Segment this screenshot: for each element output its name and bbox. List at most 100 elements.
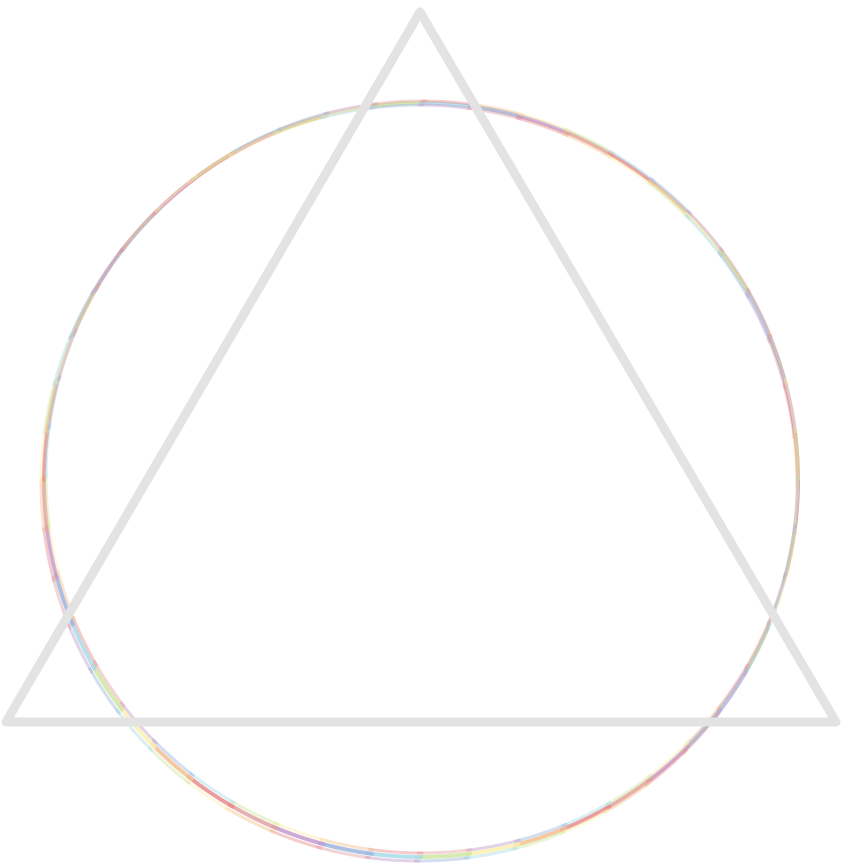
circle-arc-segment [648,178,693,219]
circle-arc-segment [117,704,157,749]
circle-arc-segment [149,741,194,782]
circle-arc-segment [514,822,568,843]
circle-arc-segment [319,106,375,120]
circle-arc-segment [744,292,772,344]
circle-arc-segment [269,829,323,850]
circle-arc-segment [273,821,327,842]
circle-arc-segment [765,579,786,633]
circle-arc-segment [793,426,800,483]
circle-arc-segment [150,179,194,218]
circle-arc-segment [147,746,191,785]
circle-arc-segment [649,177,693,216]
circle-arc-segment [511,830,566,851]
circle-arc-segment [229,799,280,826]
circle-arc-segment [792,428,800,486]
circle-arc-segment [272,115,327,136]
circle-arc-segment [56,569,77,623]
circle-arc-segment [463,846,519,860]
circle-arc-segment [187,152,235,185]
circle-arc-segment [792,432,799,489]
circle-arc-segment [792,475,800,532]
circle-arc-segment [186,774,235,809]
circle-arc-segment [51,575,72,630]
circle-arc-segment [52,333,73,387]
circle-arc-segment [558,808,610,836]
circle-arc-segment [645,744,690,784]
circle-arc-segment [603,781,651,814]
circle-arc-segment [90,248,123,296]
circle-arc-segment [717,251,750,299]
circle-arc-segment [88,667,121,715]
circle-arc-segment [564,128,615,155]
circle-arc-segment [42,527,56,583]
circle-arc-segment [323,102,379,116]
circle-arc-segment [682,711,721,755]
circle-arc-segment [316,845,372,860]
circle-arc-segment [767,331,788,385]
circle-arc-segment [57,328,78,382]
circle-arc-segment [225,806,276,834]
circle-arc-segment [228,130,280,158]
circle-arc-segment [781,530,796,586]
circle-arc-segment [685,211,725,256]
circle-arc-segment [39,477,46,534]
circle-arc-segment [68,289,96,340]
circle-arc-segment [232,126,284,153]
circle-arc-segment [151,738,195,777]
circle-arc-segment [413,856,470,863]
circle-arc-segment [465,838,521,852]
circle-arc-segment [746,287,773,339]
circle-arc-segment [684,214,723,258]
circle-arc-segment [605,773,653,806]
circle-arc-segment [94,243,128,291]
circle-arc-segment [184,779,232,812]
circle-arc-segment [517,112,571,133]
circle-arc-segment [782,383,796,439]
circle-arc-segment [371,99,428,106]
circle-arc-segment [367,847,424,855]
circle-arc-segment [515,116,569,137]
circle-arc-segment [364,855,421,863]
circle-arc-segment [716,663,750,711]
circle-arc-segment [276,111,330,132]
circle-arc-segment [66,622,94,674]
circle-arc-segment [644,748,688,787]
rainbow-circle [39,99,800,863]
circle-arc-segment [607,151,656,186]
circle-arc-segment [122,206,161,250]
circle-arc-segment [718,246,751,294]
circle-arc-segment [93,660,126,708]
circle-arc-segment [319,837,375,852]
circle-arc-segment [69,618,97,671]
circle-arc-segment [766,336,787,391]
circle-arc-segment [560,801,612,828]
circle-arc-segment [39,428,47,485]
circle-arc-segment [562,132,613,160]
circle-arc-segment [782,524,797,580]
circle-arc-segment [742,626,770,677]
circle-arc-segment [783,378,797,434]
circle-arc-segment [715,670,748,718]
circle-arc-segment [608,149,656,183]
circle-arc-segment [646,741,690,780]
circle-arc-segment [416,848,473,855]
circle-arc-segment [154,174,198,213]
circle-arc-segment [227,802,279,831]
circle-arc-segment [47,520,61,576]
circle-arc-segment [44,422,52,479]
circle-arc-segment [368,103,425,110]
circle-arc-segment [73,284,100,335]
circle-arc-segment [606,154,654,187]
circle-arc-segment [47,374,62,430]
circle-arc-segment [115,708,154,752]
circle-arc-segment [466,106,522,121]
circle-arc-segment [188,771,236,805]
circle-arc-segment [559,804,612,832]
circle-arc-segment [90,663,124,712]
circle-arc-segment [604,777,653,811]
circle-arc-segment [516,113,571,136]
circle-arc-segment [71,615,98,667]
circle-arc-segment [191,148,239,181]
